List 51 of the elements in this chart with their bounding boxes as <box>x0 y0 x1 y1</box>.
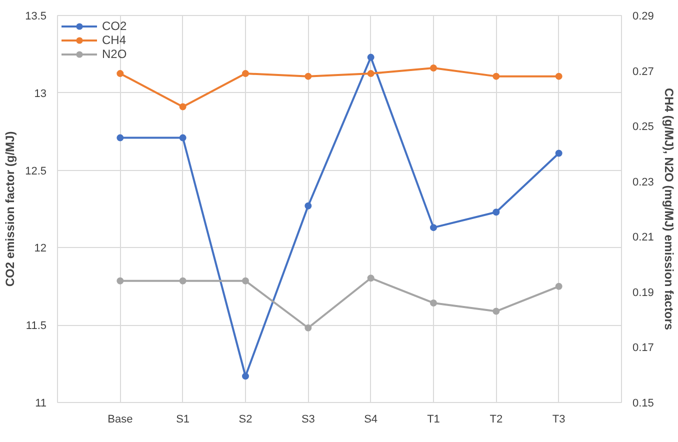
point <box>116 134 124 142</box>
x-tick-label: S3 <box>301 414 315 426</box>
point <box>116 277 124 284</box>
y2-tick-label: 0.17 <box>632 342 654 354</box>
point <box>555 282 562 290</box>
point <box>304 324 312 332</box>
y-tick-label: 11.5 <box>26 320 46 332</box>
x-tick-label: S4 <box>364 414 378 426</box>
legend-label: CH4 <box>102 33 126 47</box>
point <box>179 277 186 284</box>
point <box>492 208 500 216</box>
point <box>242 70 249 78</box>
x-tick-label: S2 <box>238 414 252 426</box>
point <box>116 70 124 78</box>
point <box>492 308 500 315</box>
point <box>555 150 562 157</box>
point <box>430 224 437 232</box>
x-tick-label: S1 <box>176 414 190 426</box>
point <box>367 54 374 61</box>
point <box>242 277 249 284</box>
y2-tick-label: 0.21 <box>632 232 654 244</box>
legend-label: N2O <box>102 47 127 61</box>
y-tick-label: 13.5 <box>25 10 47 22</box>
x-tick-label: Base <box>108 414 133 426</box>
point <box>179 103 186 110</box>
point <box>304 202 312 210</box>
y2-tick-label: 0.29 <box>632 10 654 22</box>
point <box>555 72 562 80</box>
x-tick-label: T1 <box>427 414 440 426</box>
y-axis-title: CO2 emission factor (g/MJ) <box>3 131 18 287</box>
y-tick-label: 13 <box>34 88 47 100</box>
point <box>179 134 186 142</box>
y2-tick-label: 0.19 <box>632 286 654 299</box>
legend-label: CO2 <box>102 19 127 33</box>
point <box>242 372 249 380</box>
y2-axis-title: CH4 (g/MJ), N2O (mg/MJ) emission factors <box>662 88 676 330</box>
y2-tick-label: 0.23 <box>632 176 654 188</box>
point <box>492 72 500 80</box>
y-tick-label: 12 <box>34 242 47 255</box>
y2-tick-label: 0.27 <box>632 66 654 78</box>
x-tick-label: T2 <box>490 414 503 426</box>
y2-tick-label: 0.15 <box>632 398 654 410</box>
point <box>430 299 437 306</box>
y-tick-label: 12.5 <box>25 165 47 178</box>
x-tick-label: T3 <box>552 414 566 426</box>
point <box>430 64 437 72</box>
point <box>367 70 374 78</box>
y-tick-label: 11 <box>35 398 47 410</box>
point <box>304 72 312 80</box>
y2-tick-label: 0.25 <box>632 121 654 134</box>
point <box>367 274 374 282</box>
